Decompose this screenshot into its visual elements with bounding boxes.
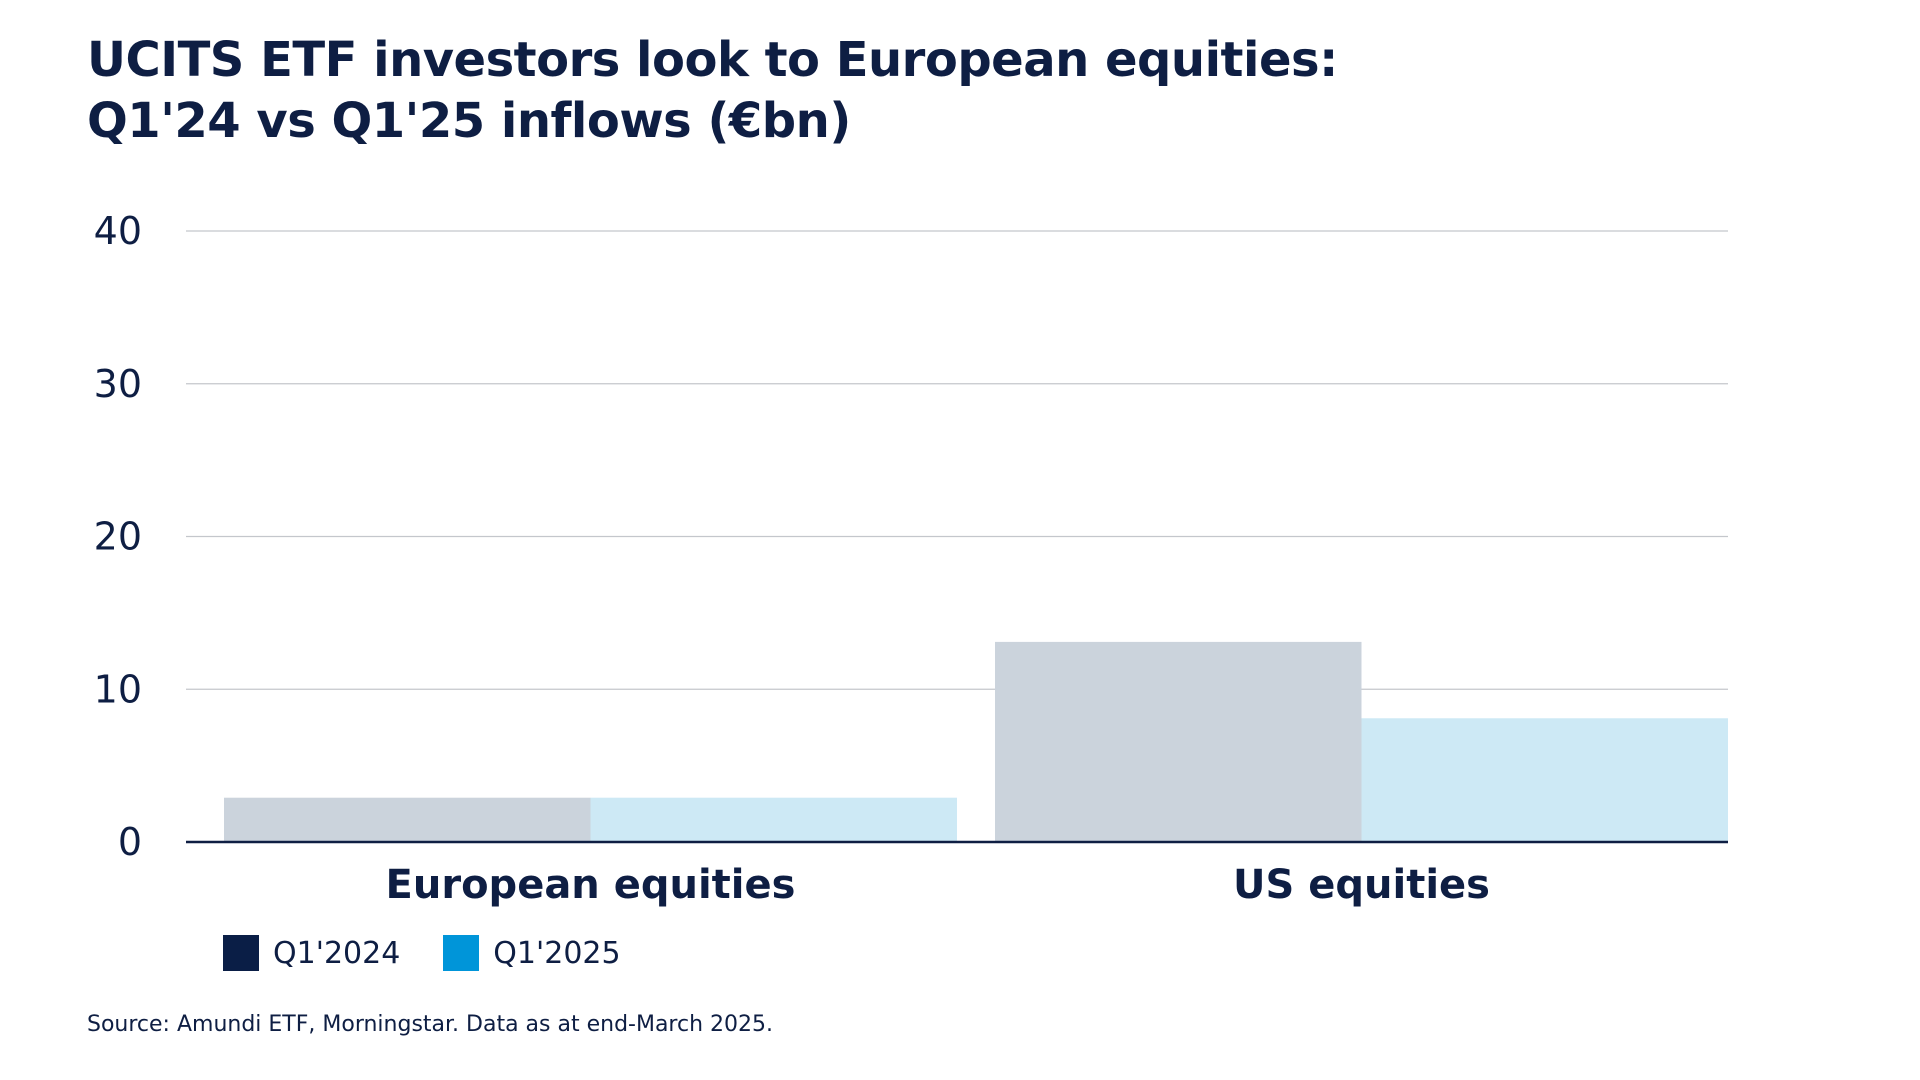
grid-layer bbox=[186, 230, 1728, 690]
y-tick-label-40: 40 bbox=[94, 209, 142, 253]
y-tick-label-20: 20 bbox=[94, 515, 142, 559]
legend-item-q1-2025[interactable]: Q1'2025 bbox=[443, 935, 621, 971]
axis-layer: 0 10 20 30 40 European equities US equities bbox=[94, 209, 1728, 908]
bar-european-equities-q12025 bbox=[590, 797, 957, 842]
chart-title-line-2: Q1'24 vs Q1'25 inflows (€bn) bbox=[87, 93, 851, 149]
legend-item-q1-2024[interactable]: Q1'2024 bbox=[223, 935, 400, 971]
legend-swatch-q1-2025 bbox=[443, 935, 480, 971]
bar-us-equities-q12025 bbox=[1361, 718, 1728, 842]
source-note: Source: Amundi ETF, Morningstar. Data as… bbox=[87, 1012, 774, 1037]
y-tick-label-0: 0 bbox=[118, 820, 142, 864]
legend-label-q1-2025: Q1'2025 bbox=[493, 935, 621, 971]
bar-european-equities-q12024 bbox=[224, 797, 591, 842]
bar-us-equities-q12024 bbox=[995, 641, 1362, 842]
x-category-label-1: US equities bbox=[1233, 862, 1490, 908]
chart-title: UCITS ETF investors look to European equ… bbox=[87, 30, 1338, 152]
chart-title-line-1: UCITS ETF investors look to European equ… bbox=[87, 32, 1338, 88]
legend-label-q1-2024: Q1'2024 bbox=[273, 935, 401, 971]
x-category-label-0: European equities bbox=[386, 862, 796, 908]
legend: Q1'2024 Q1'2025 bbox=[223, 935, 664, 971]
bar-layer bbox=[224, 641, 1728, 842]
y-tick-label-10: 10 bbox=[94, 667, 142, 711]
legend-swatch-q1-2024 bbox=[223, 935, 259, 971]
y-tick-label-30: 30 bbox=[94, 362, 142, 406]
